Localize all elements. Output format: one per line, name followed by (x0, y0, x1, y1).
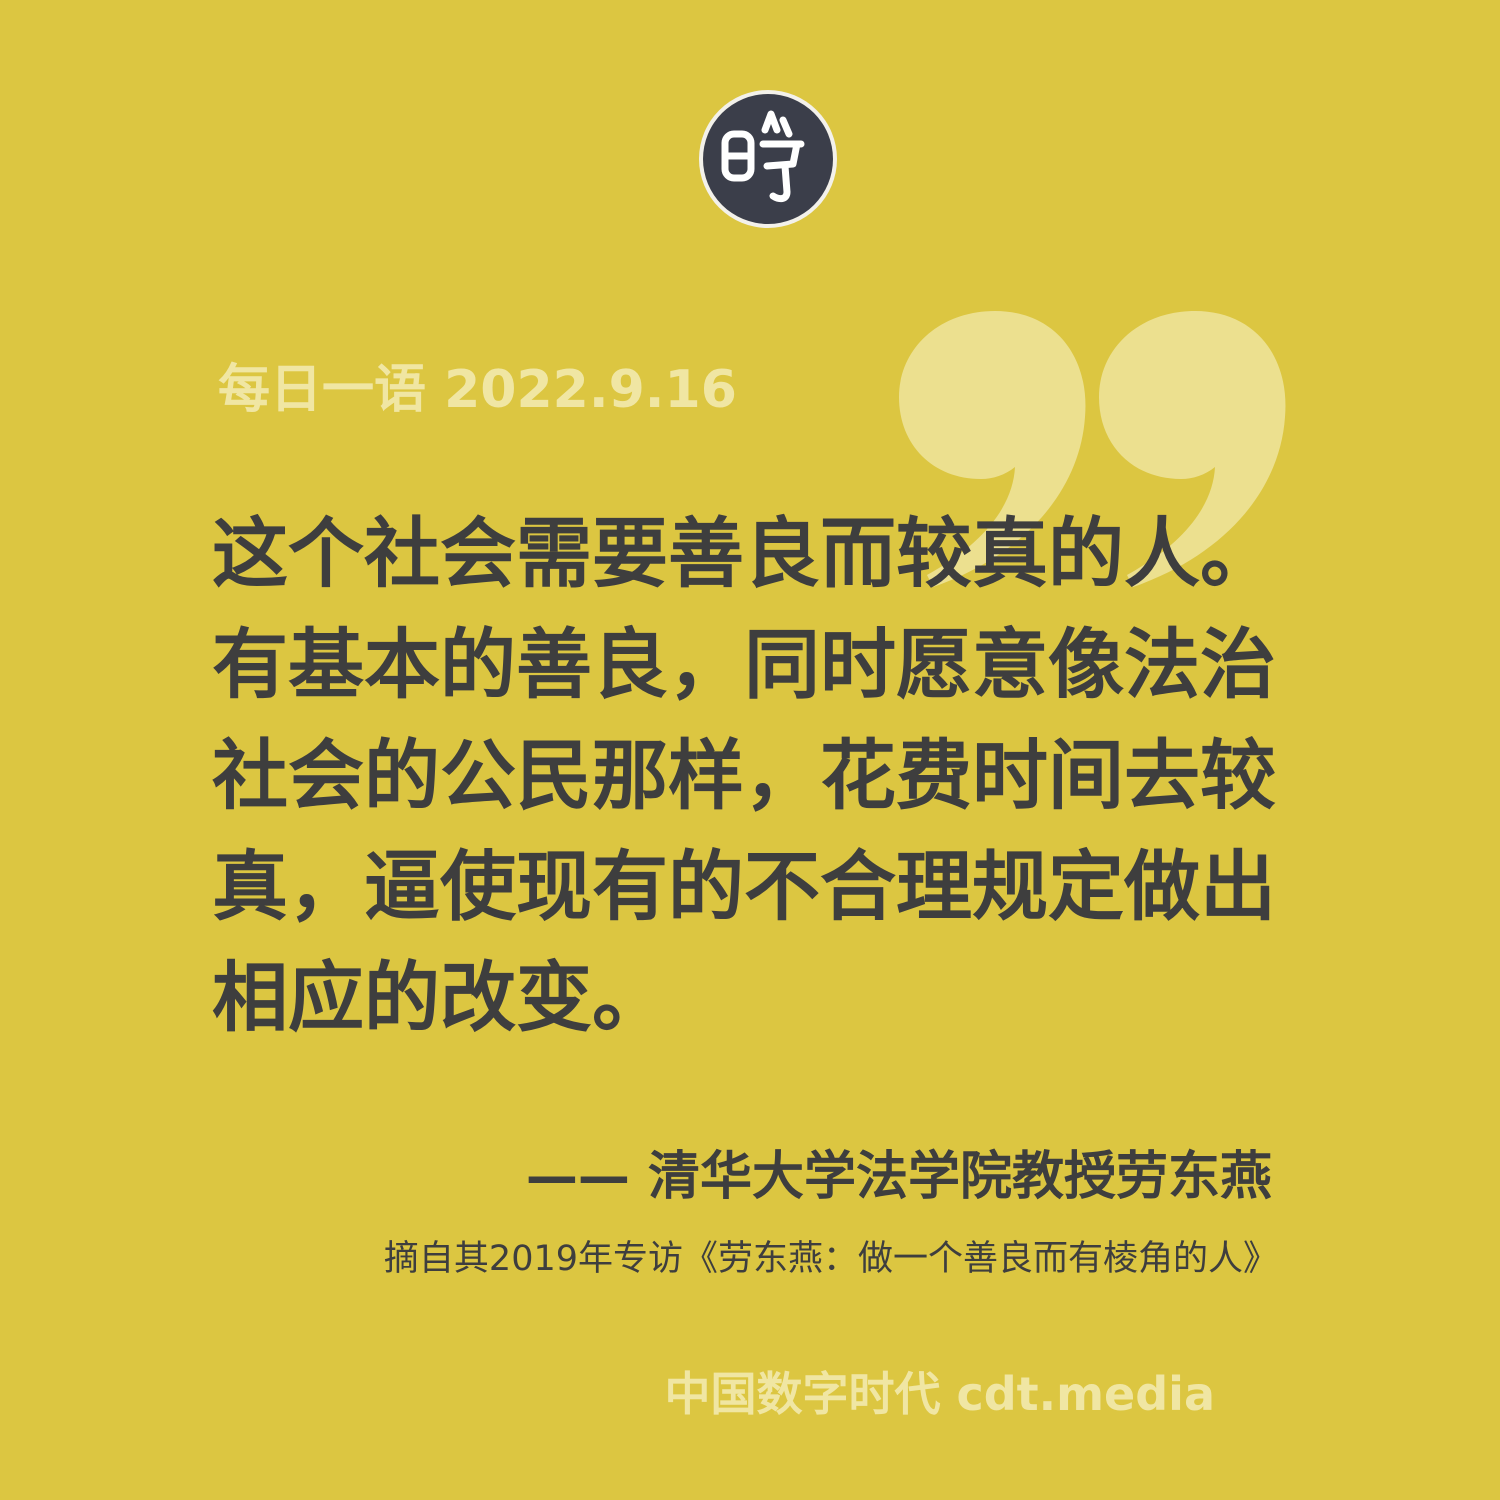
brand-footer: 中国数字时代 cdt.media (664, 1367, 1215, 1421)
quote-source: 摘自其2019年专访《劳东燕：做一个善良而有棱角的人》 (383, 1239, 1278, 1279)
cdt-seal-logo-icon (699, 90, 837, 228)
quote-line: 真，逼使现有的不合理规定做出 (212, 842, 1276, 931)
quote-author: —— 清华大学法学院教授劳东燕 (525, 1147, 1272, 1207)
quote-line: 有基本的善良，同时愿意像法治 (212, 620, 1276, 709)
date-heading: 每日一语 2022.9.16 (218, 360, 737, 420)
quote-line: 相应的改变。 (212, 953, 668, 1042)
quote-line: 这个社会需要善良而较真的人。 (212, 509, 1276, 598)
quote-line: 社会的公民那样，花费时间去较 (212, 731, 1276, 820)
quote-text: 这个社会需要善良而较真的人。 有基本的善良，同时愿意像法治 社会的公民那样，花费… (212, 498, 1302, 1053)
closing-quote-icon (899, 311, 1286, 587)
